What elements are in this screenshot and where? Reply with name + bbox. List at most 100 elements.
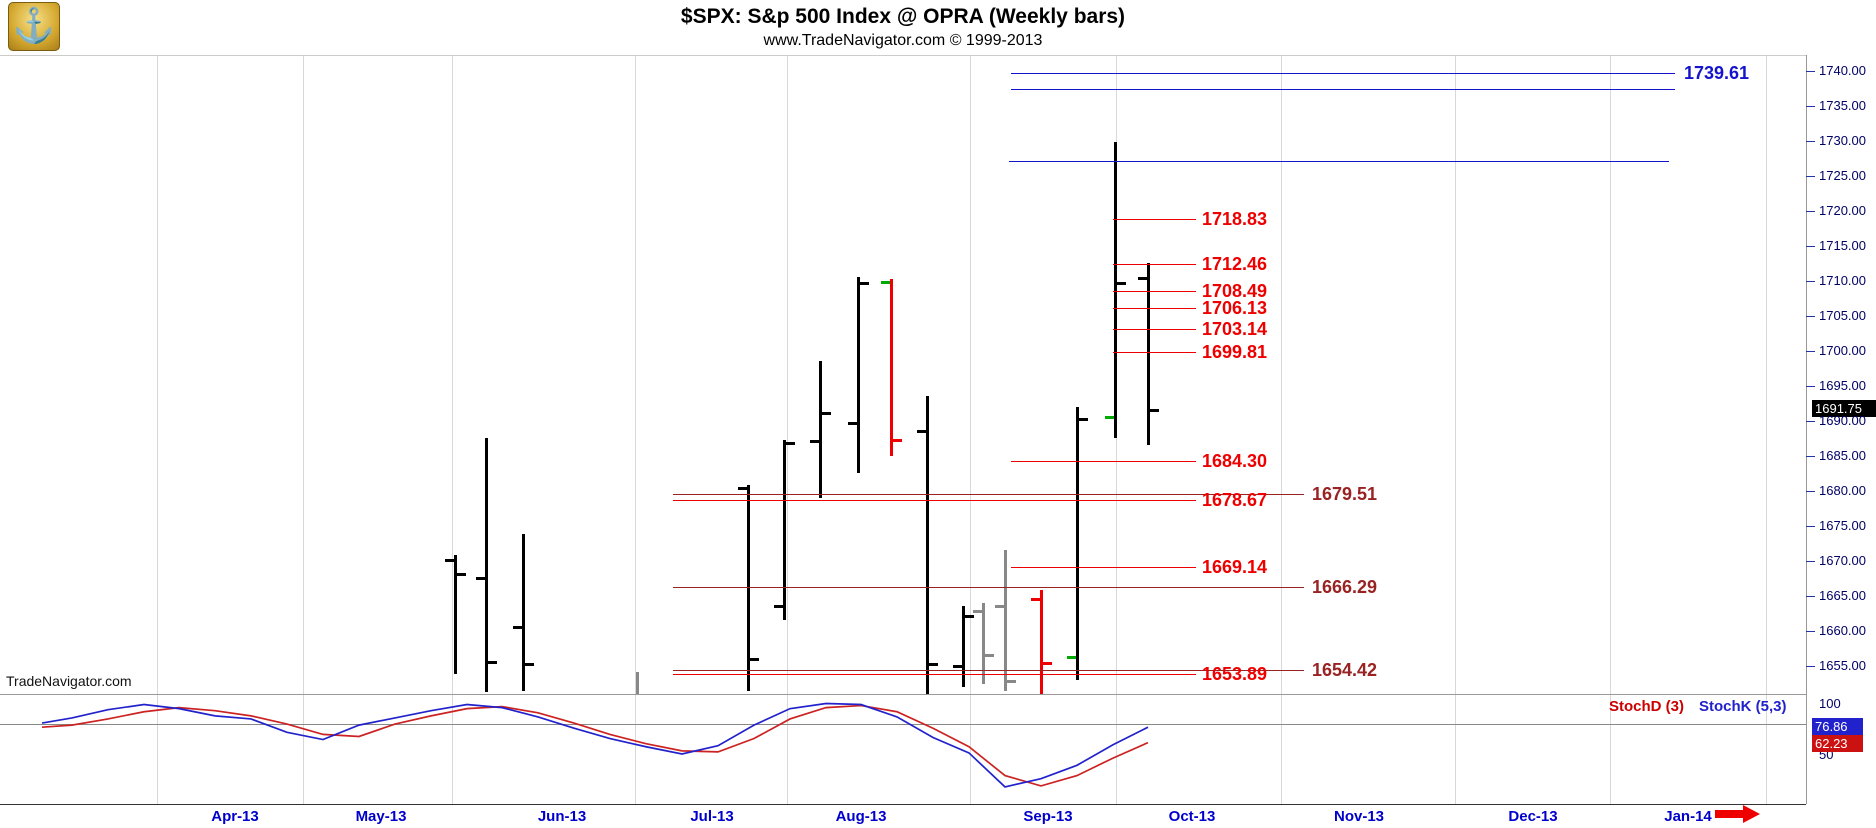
price-axis-tick xyxy=(1806,420,1815,422)
price-axis-label: 1655.00 xyxy=(1819,658,1866,674)
vertical-gridline xyxy=(787,55,788,804)
price-level-line xyxy=(1113,352,1196,354)
weekly-price-bar xyxy=(1004,550,1007,691)
vertical-gridline xyxy=(452,55,453,804)
page-subtitle: www.TradeNavigator.com © 1999-2013 xyxy=(763,32,1043,49)
bar-close-tick xyxy=(1007,679,1016,683)
price-stoch-panel-separator xyxy=(0,694,1806,695)
vertical-gridline xyxy=(1455,55,1456,804)
price-level-label: 1678.67 xyxy=(1202,490,1268,511)
bar-open-tick xyxy=(995,604,1004,608)
price-level-label: 1712.46 xyxy=(1202,253,1268,274)
weekly-price-bar xyxy=(926,396,929,694)
stochd-curve xyxy=(41,704,1149,787)
price-axis-tick xyxy=(1806,595,1815,597)
price-level-label: 1679.51 xyxy=(1312,484,1378,505)
price-axis-tick xyxy=(1806,210,1815,212)
chart-top-border xyxy=(0,55,1806,56)
weekly-price-bar xyxy=(1114,142,1117,439)
price-axis-tick xyxy=(1806,560,1815,562)
x-axis-month-label: Oct-13 xyxy=(1168,808,1216,825)
bar-open-tick xyxy=(1105,415,1114,419)
plot-right-border xyxy=(1806,55,1807,804)
stochk-value-badge: 76.86 xyxy=(1812,718,1863,735)
weekly-price-bar xyxy=(783,439,786,621)
price-level-label: 1703.14 xyxy=(1202,318,1268,339)
price-level-label: 1718.83 xyxy=(1202,208,1268,229)
x-axis-month-label: Jun-13 xyxy=(537,808,587,825)
price-level-label: 1684.30 xyxy=(1202,450,1268,471)
price-axis-tick xyxy=(1806,280,1815,282)
bar-open-tick xyxy=(848,422,857,426)
vertical-gridline xyxy=(303,55,304,804)
stochd-legend-label[interactable]: StochD (3) xyxy=(1609,698,1684,715)
x-axis-month-label: Jan-14 xyxy=(1664,808,1712,825)
current-price-badge: 1691.75 xyxy=(1812,399,1876,417)
price-level-line xyxy=(1113,291,1196,293)
price-axis-tick xyxy=(1806,245,1815,247)
price-axis-label: 1715.00 xyxy=(1819,237,1866,253)
weekly-price-bar xyxy=(857,277,860,474)
page-title: $SPX: S&p 500 Index @ OPRA (Weekly bars) xyxy=(680,5,1126,28)
stochk-curve xyxy=(41,702,1149,788)
price-axis-tick xyxy=(1806,385,1815,387)
scroll-right-arrow-head xyxy=(1743,805,1760,823)
price-axis-tick xyxy=(1806,315,1815,317)
stochk-legend-label[interactable]: StochK (5,3) xyxy=(1699,698,1787,715)
x-axis-month-label: Aug-13 xyxy=(835,808,887,825)
price-axis-label: 1660.00 xyxy=(1819,623,1866,638)
trade-navigator-logo-icon: ⚓ xyxy=(8,2,60,51)
price-axis-label: 1735.00 xyxy=(1819,97,1866,113)
x-axis-month-label: May-13 xyxy=(355,808,407,825)
bar-open-tick xyxy=(476,576,485,580)
price-axis-tick xyxy=(1806,490,1815,492)
bar-close-tick xyxy=(1150,408,1159,412)
vertical-gridline xyxy=(1281,55,1282,804)
price-axis-label: 1680.00 xyxy=(1819,482,1866,498)
price-level-line xyxy=(1113,218,1196,220)
price-level-line xyxy=(673,586,1304,588)
bar-close-tick xyxy=(750,657,759,661)
stochd-value-badge: 62.23 xyxy=(1812,735,1863,752)
bar-open-tick xyxy=(1067,656,1076,660)
watermark-text: TradeNavigator.com xyxy=(6,673,132,689)
weekly-price-bar xyxy=(962,606,965,688)
price-level-line xyxy=(673,494,1304,496)
price-level-label: 1653.89 xyxy=(1202,663,1268,684)
bar-close-tick xyxy=(488,661,497,665)
bar-open-tick xyxy=(445,559,454,563)
bar-close-tick xyxy=(525,663,534,667)
price-level-line xyxy=(1011,88,1675,90)
bar-open-tick xyxy=(881,281,890,285)
price-level-label: 1706.13 xyxy=(1202,297,1268,318)
price-axis-tick xyxy=(1806,666,1815,668)
price-level-line xyxy=(673,673,1196,675)
bar-open-tick xyxy=(973,609,982,613)
scroll-right-arrow[interactable] xyxy=(1715,805,1761,823)
x-axis-line xyxy=(0,804,1806,805)
stochastic-80-reference-line xyxy=(0,724,1806,725)
x-axis-month-label: Jul-13 xyxy=(690,808,734,825)
weekly-price-bar xyxy=(454,555,457,675)
bar-close-tick xyxy=(786,441,795,445)
price-axis-tick xyxy=(1806,350,1815,352)
price-axis-label: 1690.00 xyxy=(1819,412,1866,428)
bar-open-tick xyxy=(1031,597,1040,601)
price-axis-label: 1685.00 xyxy=(1819,447,1866,463)
x-axis-month-label: Sep-13 xyxy=(1023,808,1073,825)
weekly-price-bar xyxy=(890,279,893,456)
price-level-label: 1669.14 xyxy=(1202,556,1268,577)
weekly-price-bar xyxy=(982,602,985,684)
bar-close-tick xyxy=(1079,417,1088,421)
bar-open-tick xyxy=(810,440,819,444)
weekly-price-bar xyxy=(819,361,822,498)
vertical-gridline xyxy=(157,55,158,804)
scroll-right-arrow-body xyxy=(1715,810,1743,818)
weekly-price-bar xyxy=(485,438,488,692)
price-level-label: 1708.49 xyxy=(1202,281,1268,302)
bar-open-tick xyxy=(953,664,962,668)
price-level-label: 1699.81 xyxy=(1202,342,1268,363)
price-axis-label: 1730.00 xyxy=(1819,132,1866,148)
